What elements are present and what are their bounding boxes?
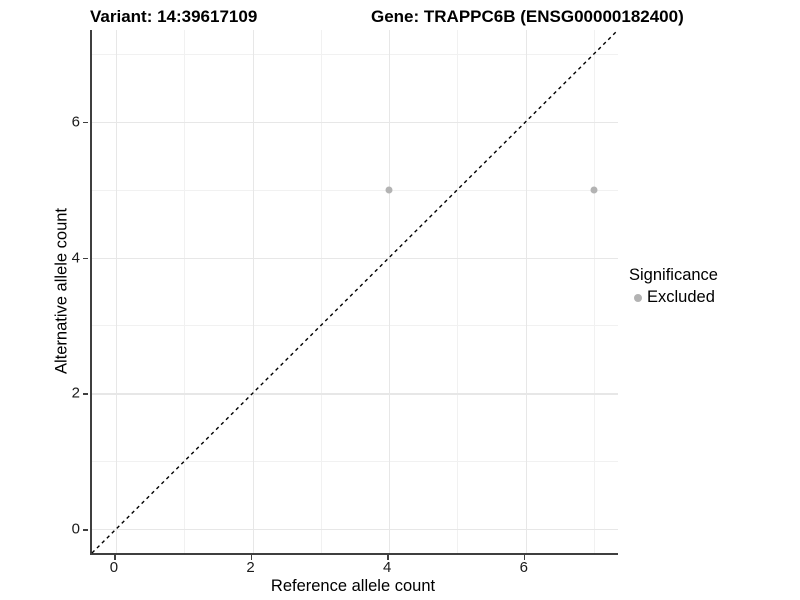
- gridline-major-x: [115, 30, 118, 553]
- gridline-minor-y: [92, 53, 618, 55]
- data-point-excluded: [590, 186, 598, 194]
- x-tick-label: 6: [519, 559, 528, 576]
- gridline-minor-x: [457, 30, 459, 553]
- gridline-minor-y: [92, 325, 618, 327]
- gridline-major-x: [389, 30, 391, 553]
- y-tick-mark: [83, 121, 88, 124]
- gene-title: Gene: TRAPPC6B (ENSG00000182400): [371, 7, 684, 26]
- y-tick-mark: [83, 257, 88, 260]
- x-tick-label: 4: [382, 559, 392, 576]
- plot-panel: [90, 29, 619, 555]
- gridline-major-y: [92, 257, 618, 259]
- gridline-major-x: [252, 30, 254, 553]
- gridline-minor-x: [184, 30, 186, 553]
- x-tick-label: 2: [246, 559, 255, 576]
- y-tick-label: 0: [71, 520, 80, 538]
- legend: Significance Excluded: [629, 266, 718, 307]
- gridline-minor-x: [320, 30, 322, 553]
- x-tick-mark: [113, 555, 116, 560]
- x-axis-title: Reference allele count: [270, 577, 436, 595]
- gridline-major-x: [525, 30, 527, 553]
- legend-title: Significance: [629, 266, 718, 284]
- legend-entry-excluded: Excluded: [629, 288, 718, 307]
- identity-reference-line: [91, 29, 619, 554]
- gridline-minor-y: [92, 189, 618, 191]
- gridline-major-y: [92, 393, 618, 395]
- y-tick-label: 6: [71, 113, 80, 131]
- y-tick-label: 4: [71, 249, 80, 267]
- legend-entry-label: Excluded: [647, 288, 715, 306]
- y-tick-mark: [83, 393, 88, 395]
- y-tick-mark: [83, 529, 88, 531]
- x-tick-mark: [250, 555, 253, 560]
- gridline-minor-y: [92, 461, 618, 463]
- x-tick-label: 0: [109, 559, 119, 576]
- y-tick-label: 2: [71, 384, 80, 402]
- gridline-major-y: [92, 529, 618, 531]
- x-tick-mark: [387, 555, 389, 560]
- gridline-major-y: [92, 121, 618, 123]
- gridline-minor-x: [594, 30, 596, 553]
- y-axis-title: Alternative allele count: [52, 207, 71, 375]
- variant-title: Variant: 14:39617109: [90, 7, 258, 26]
- x-tick-mark: [523, 555, 526, 560]
- data-point-excluded: [385, 186, 393, 194]
- legend-excluded-dot-icon: [634, 293, 642, 302]
